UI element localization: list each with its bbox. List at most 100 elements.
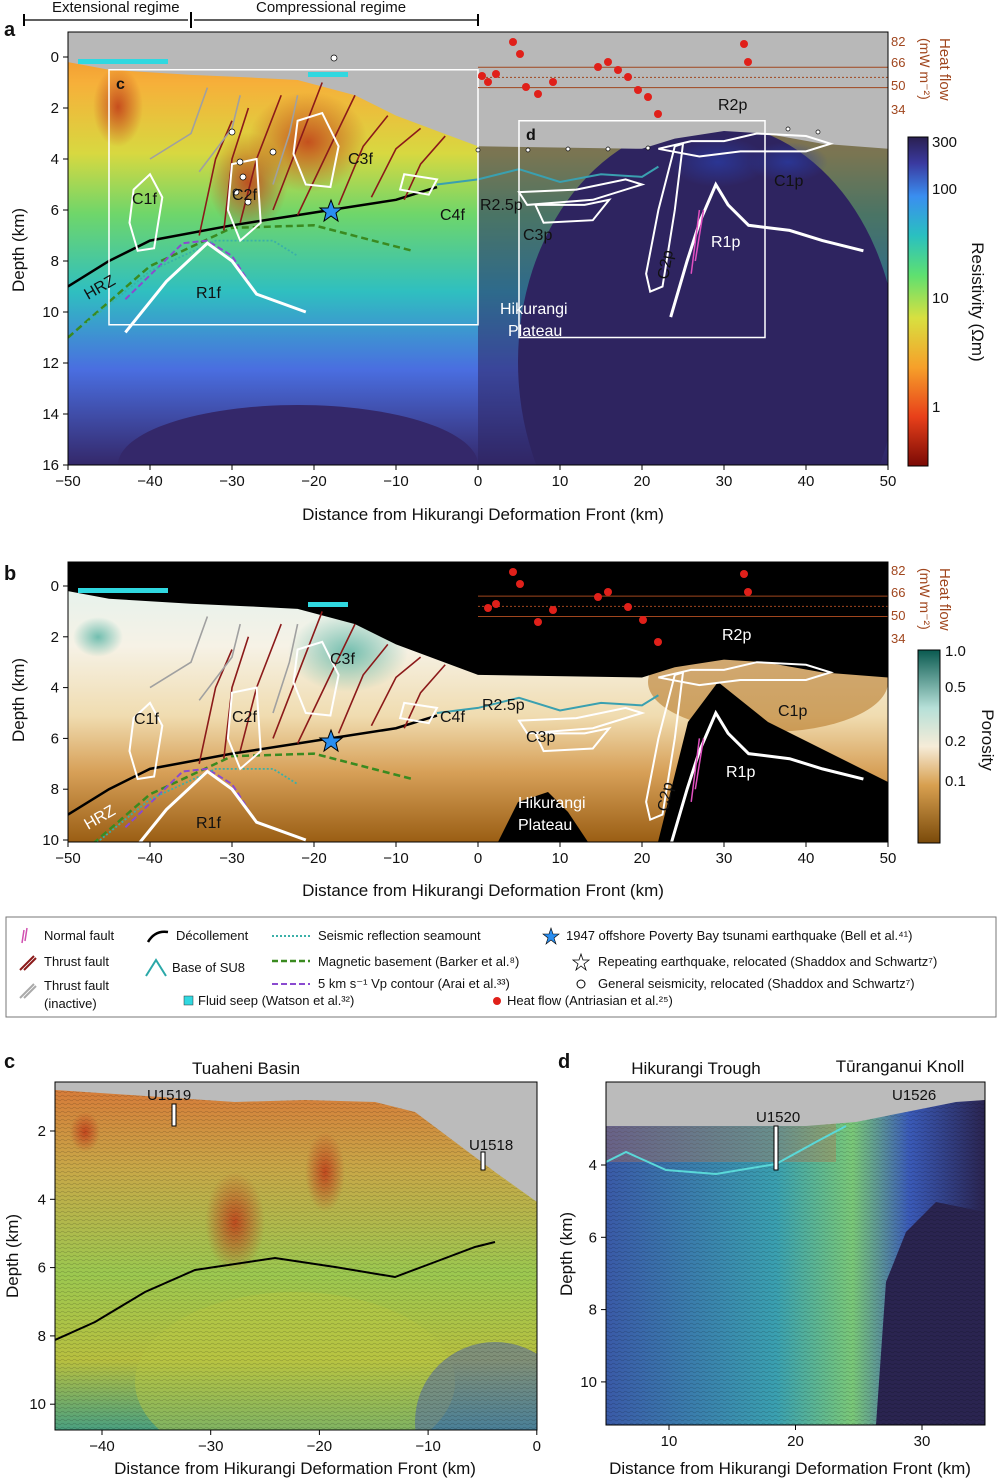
feature-label-c1p: C1p xyxy=(778,703,807,720)
panel-letter: d xyxy=(558,1051,570,1073)
x-tick-label: −10 xyxy=(383,473,408,490)
panel-letter: c xyxy=(4,1051,15,1073)
x-tick-label: −50 xyxy=(55,473,80,490)
feature-label-c2p: C2p xyxy=(655,249,677,281)
x-tick-label: 30 xyxy=(716,850,733,867)
panel-letter: b xyxy=(4,563,16,585)
panel-a-axes: −50 −40 −30 −20 −10 0 10 20 30 40 50 0 2 4 6 8 10 12 14 16 8… xyxy=(42,34,957,490)
x-axis-label: Distance from Hikurangi Deformation Fron… xyxy=(302,505,664,524)
x-tick-label: −10 xyxy=(383,850,408,867)
well-label-u1526: U1526 xyxy=(892,1087,936,1104)
panel-c-axes: −40 −30 −20 −10 0 2 4 6 8 10 xyxy=(29,1123,541,1455)
side-tick-label: 82 xyxy=(891,563,905,578)
box-label-c: c xyxy=(116,76,125,93)
x-tick-label: −30 xyxy=(219,850,244,867)
feature-label-r25p: R2.5p xyxy=(482,697,525,714)
x-tick-label: 10 xyxy=(552,850,569,867)
y-tick-label: 16 xyxy=(42,457,59,474)
y-axis-label: Depth (km) xyxy=(557,1212,576,1296)
legend-repeating-earthquake: Repeating earthquake, relocated (Shaddox… xyxy=(598,954,937,969)
feature-label-c3f: C3f xyxy=(330,651,355,668)
y-tick-label: 6 xyxy=(51,202,59,219)
feature-label-c3p: C3p xyxy=(526,729,555,746)
heat-flow-units: (mW m⁻²) xyxy=(917,38,933,100)
x-axis-label: Distance from Hikurangi Deformation Fron… xyxy=(114,1459,476,1478)
feature-label-c4f: C4f xyxy=(440,207,465,224)
x-tick-label: 40 xyxy=(798,850,815,867)
x-tick-label: −20 xyxy=(301,850,326,867)
y-tick-label: 14 xyxy=(42,406,59,423)
panel-d-axes: 10 20 30 4 6 8 10 xyxy=(580,1157,930,1450)
panel-c: c Tuaheni Basin U1519 U1518 −40 −30 −20 −10… xyxy=(3,1051,541,1478)
x-tick-label: 50 xyxy=(880,850,897,867)
panel-a: a C3f C1f C2f xyxy=(4,19,987,524)
x-tick-label: −50 xyxy=(55,850,80,867)
x-tick-label: 20 xyxy=(787,1433,804,1450)
y-tick-label: 8 xyxy=(38,1328,46,1345)
side-tick-label: 66 xyxy=(891,585,905,600)
colorbar-label: Resistivity (Ωm) xyxy=(968,242,987,361)
panel-d: d Hikurangi Trough Tūranganui Knoll U152… xyxy=(557,1051,986,1478)
side-tick-label: 300 xyxy=(932,134,957,151)
side-tick-label: 50 xyxy=(891,78,905,93)
panel-title-right: Tūranganui Knoll xyxy=(836,1057,965,1076)
feature-label-c4f: C4f xyxy=(440,709,465,726)
feature-label-r1p: R1p xyxy=(726,764,755,781)
y-tick-label: 4 xyxy=(51,151,59,168)
x-tick-label: 50 xyxy=(880,473,897,490)
x-tick-label: −30 xyxy=(198,1438,223,1455)
panel-title: Tuaheni Basin xyxy=(192,1059,300,1078)
x-tick-label: 10 xyxy=(552,473,569,490)
side-tick-label: 34 xyxy=(891,631,905,646)
feature-label-c2p: C2p xyxy=(655,781,677,813)
side-tick-label: 0.2 xyxy=(945,733,966,750)
y-tick-label: 4 xyxy=(51,680,59,697)
feature-label-c1p: C1p xyxy=(774,173,803,190)
regime-annotation: Extensional regime Compressional regime xyxy=(23,0,479,28)
feature-label-c1f: C1f xyxy=(134,711,159,728)
side-tick-label: 82 xyxy=(891,34,905,49)
x-tick-label: −20 xyxy=(307,1438,332,1455)
legend-general-seismicity: General seismicity, relocated (Shaddox a… xyxy=(598,976,915,991)
feature-label-plateau: Plateau xyxy=(508,323,562,340)
feature-label-hikurangi: Hikurangi xyxy=(518,795,586,812)
heat-flow-label: Heat flow xyxy=(936,568,953,631)
colorbar-label: Porosity xyxy=(978,709,997,771)
y-axis-label: Depth (km) xyxy=(9,208,28,292)
legend-1947-earthquake: 1947 offshore Poverty Bay tsunami earthq… xyxy=(566,928,912,943)
x-tick-label: −30 xyxy=(219,473,244,490)
feature-label-plateau: Plateau xyxy=(518,817,572,834)
y-tick-label: 6 xyxy=(589,1229,597,1246)
well-label-u1520: U1520 xyxy=(756,1109,800,1126)
x-tick-label: 10 xyxy=(661,1433,678,1450)
x-tick-label: −40 xyxy=(137,473,162,490)
compressional-regime-label: Compressional regime xyxy=(256,0,406,16)
resistivity-colorbar xyxy=(907,136,929,467)
feature-label-c1f: C1f xyxy=(132,191,157,208)
y-tick-label: 0 xyxy=(51,578,59,595)
side-tick-label: 0.1 xyxy=(945,773,966,790)
legend-seamount: Seismic reflection seamount xyxy=(318,928,481,943)
legend-fluid-seep: Fluid seep (Watson et al.³²) xyxy=(198,993,354,1008)
y-tick-label: 6 xyxy=(51,730,59,747)
porosity-section: C3f C1f C2f C4f R1f HRZ R2p R2.5p C3p C2… xyxy=(68,562,888,842)
y-tick-label: 8 xyxy=(589,1302,597,1319)
side-tick-label: 100 xyxy=(932,181,957,198)
box-label-d: d xyxy=(526,127,536,144)
feature-label-r25p: R2.5p xyxy=(480,197,523,214)
x-axis-label: Distance from Hikurangi Deformation Fron… xyxy=(609,1459,971,1478)
panel-letter: a xyxy=(4,19,16,41)
legend-heat-flow: Heat flow (Antriasian et al.²⁵) xyxy=(507,993,673,1008)
side-tick-label: 0.5 xyxy=(945,679,966,696)
legend-magnetic-basement: Magnetic basement (Barker et al.⁸) xyxy=(318,954,519,969)
x-tick-label: 0 xyxy=(474,850,482,867)
panel-title-left: Hikurangi Trough xyxy=(631,1059,760,1078)
y-tick-label: 10 xyxy=(29,1396,46,1413)
legend: Normal fault Thrust fault Thrust fault (… xyxy=(5,916,997,1018)
x-axis-label: Distance from Hikurangi Deformation Fron… xyxy=(302,881,664,900)
y-tick-label: 6 xyxy=(38,1260,46,1277)
y-tick-label: 4 xyxy=(589,1157,597,1174)
y-tick-label: 8 xyxy=(51,253,59,270)
feature-label-r2p: R2p xyxy=(722,627,751,644)
